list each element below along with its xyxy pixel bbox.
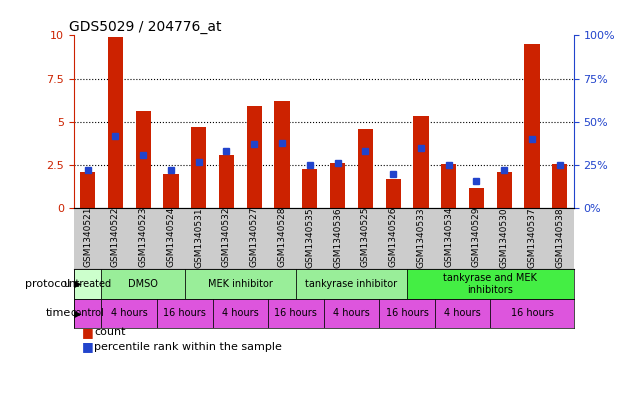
Bar — [185, 269, 296, 299]
Text: MEK inhibitor: MEK inhibitor — [208, 279, 273, 289]
Bar — [135, 112, 151, 208]
Text: 16 hours: 16 hours — [511, 309, 553, 318]
Text: 16 hours: 16 hours — [386, 309, 428, 318]
Bar — [497, 172, 512, 208]
Bar — [524, 44, 540, 208]
Text: ▶: ▶ — [71, 309, 82, 318]
Bar — [108, 37, 123, 208]
Bar — [385, 179, 401, 208]
Bar — [379, 299, 435, 328]
Bar — [552, 164, 567, 208]
Bar — [490, 299, 574, 328]
Text: 4 hours: 4 hours — [444, 309, 481, 318]
Text: count: count — [94, 327, 126, 337]
Text: tankyrase and MEK
inhibitors: tankyrase and MEK inhibitors — [444, 273, 537, 295]
Bar — [435, 299, 490, 328]
Text: untreated: untreated — [63, 279, 112, 289]
Text: ▶: ▶ — [71, 279, 82, 289]
Text: time: time — [46, 309, 71, 318]
Bar — [163, 174, 179, 208]
Bar — [101, 269, 185, 299]
Bar — [330, 163, 345, 208]
Bar — [302, 169, 317, 208]
Text: tankyrase inhibitor: tankyrase inhibitor — [305, 279, 397, 289]
Text: 4 hours: 4 hours — [222, 309, 259, 318]
Bar — [469, 187, 484, 208]
Bar — [247, 106, 262, 208]
Text: control: control — [71, 309, 104, 318]
Text: GDS5029 / 204776_at: GDS5029 / 204776_at — [69, 20, 221, 34]
Text: 4 hours: 4 hours — [333, 309, 370, 318]
Bar — [268, 299, 324, 328]
Bar — [157, 299, 213, 328]
Text: ■: ■ — [74, 325, 94, 339]
Text: 16 hours: 16 hours — [274, 309, 317, 318]
Bar — [219, 155, 234, 208]
Bar — [74, 269, 101, 299]
Bar — [80, 172, 96, 208]
Bar — [441, 164, 456, 208]
Bar — [358, 129, 373, 208]
Bar — [407, 269, 574, 299]
Text: 4 hours: 4 hours — [111, 309, 147, 318]
Text: DMSO: DMSO — [128, 279, 158, 289]
Bar — [191, 127, 206, 208]
Bar — [101, 299, 157, 328]
Text: percentile rank within the sample: percentile rank within the sample — [94, 342, 282, 352]
Bar — [296, 269, 407, 299]
Bar — [213, 299, 268, 328]
Bar — [274, 101, 290, 208]
Bar — [74, 299, 101, 328]
Bar — [413, 116, 429, 208]
Text: protocol: protocol — [25, 279, 71, 289]
Text: ■: ■ — [74, 340, 94, 354]
Bar — [324, 299, 379, 328]
Text: 16 hours: 16 hours — [163, 309, 206, 318]
